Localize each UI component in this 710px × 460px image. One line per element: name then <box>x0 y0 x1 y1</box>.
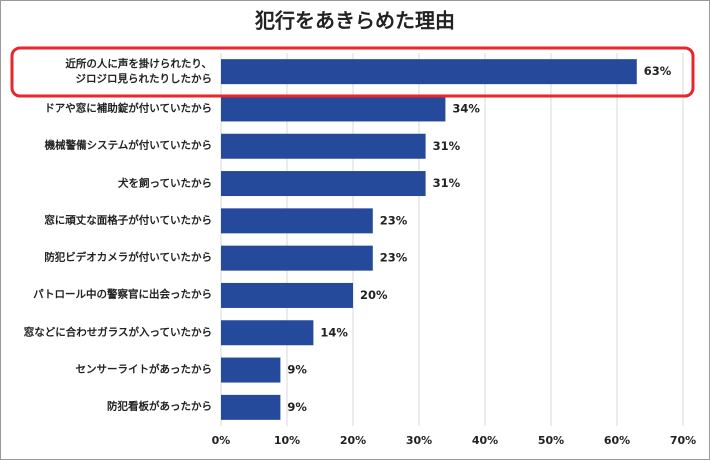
bar <box>221 96 446 122</box>
y-tick-label: 犬を飼っていたから <box>118 177 212 190</box>
x-tick-label: 30% <box>406 434 432 447</box>
value-label: 14% <box>320 325 348 339</box>
y-tick-label: 機械警備システムが付いていたから <box>44 139 212 152</box>
bar <box>221 208 373 234</box>
y-tick-label: パトロール中の警察官に出会ったから <box>33 288 212 301</box>
x-tick-label: 0% <box>212 434 231 447</box>
bar <box>221 59 637 85</box>
bar <box>221 320 314 346</box>
value-label: 9% <box>287 363 307 377</box>
bar <box>221 357 281 383</box>
bar <box>221 133 426 159</box>
x-tick-label: 60% <box>604 434 630 447</box>
value-label: 20% <box>360 288 388 302</box>
x-tick-label: 50% <box>538 434 564 447</box>
value-label: 9% <box>287 400 307 414</box>
value-label: 23% <box>380 251 408 265</box>
x-tick-label: 70% <box>670 434 696 447</box>
y-tick-label: センサーライトがあったから <box>75 363 213 376</box>
chart-title: 犯行をあきらめた理由 <box>254 9 455 33</box>
x-tick-label: 10% <box>274 434 300 447</box>
y-tick-label: 近所の人に声を掛けられたり、 ジロジロ見られたりしたから <box>65 57 212 85</box>
y-tick-label: 窓に頑丈な面格子が付いていたから <box>44 214 212 227</box>
bar <box>221 245 373 271</box>
bar <box>221 171 426 197</box>
value-label: 23% <box>380 213 408 227</box>
value-label: 34% <box>452 101 480 115</box>
bar <box>221 282 353 308</box>
y-tick-label: 防犯ビデオカメラが付いていたから <box>44 251 212 264</box>
y-tick-label: 窓などに合わせガラスが入っていたから <box>23 326 212 339</box>
x-tick-label: 20% <box>340 434 366 447</box>
value-label: 31% <box>433 176 461 190</box>
x-tick-label: 40% <box>472 434 498 447</box>
value-label: 31% <box>433 139 461 153</box>
highlight <box>10 46 695 98</box>
y-tick-label: ドアや窓に補助錠が付いていたから <box>44 102 212 115</box>
bar <box>221 394 281 420</box>
y-tick-label: 防犯看板があったから <box>107 400 212 413</box>
value-label: 63% <box>644 64 672 78</box>
